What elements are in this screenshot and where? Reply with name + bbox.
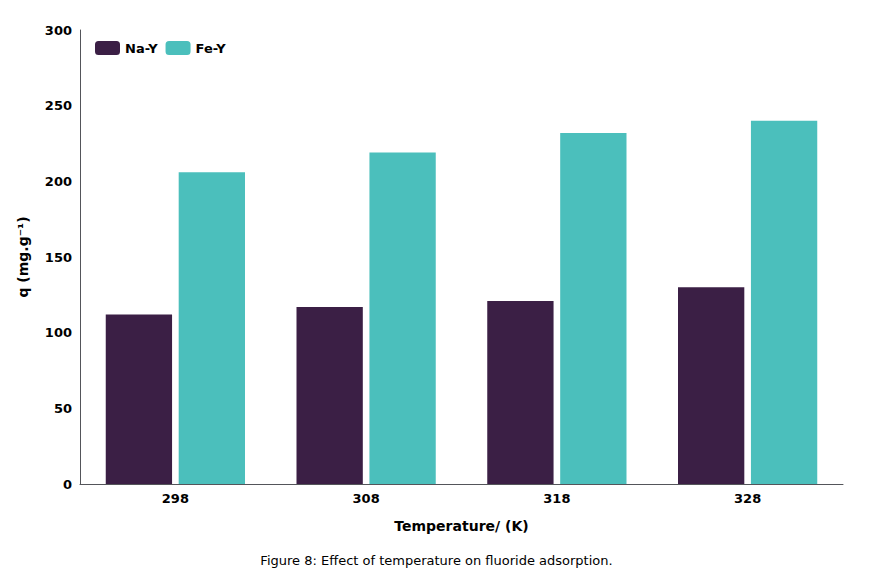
svg-text:328: 328 <box>734 491 761 506</box>
svg-text:250: 250 <box>45 98 72 113</box>
svg-text:Na-Y: Na-Y <box>125 41 158 56</box>
svg-text:318: 318 <box>543 491 570 506</box>
svg-text:q (mg.g⁻¹): q (mg.g⁻¹) <box>15 216 31 297</box>
svg-text:300: 300 <box>45 23 72 38</box>
svg-text:Figure 8: Effect of temperatur: Figure 8: Effect of temperature on fluor… <box>260 553 612 568</box>
svg-text:150: 150 <box>45 250 72 265</box>
svg-text:50: 50 <box>54 401 72 416</box>
svg-text:Fe-Y: Fe-Y <box>196 41 227 56</box>
svg-text:Temperature/ (K): Temperature/ (K) <box>394 518 528 534</box>
svg-text:200: 200 <box>45 174 72 189</box>
svg-text:298: 298 <box>162 491 189 506</box>
svg-text:308: 308 <box>353 491 380 506</box>
svg-text:0: 0 <box>63 477 72 492</box>
svg-text:100: 100 <box>45 325 72 340</box>
